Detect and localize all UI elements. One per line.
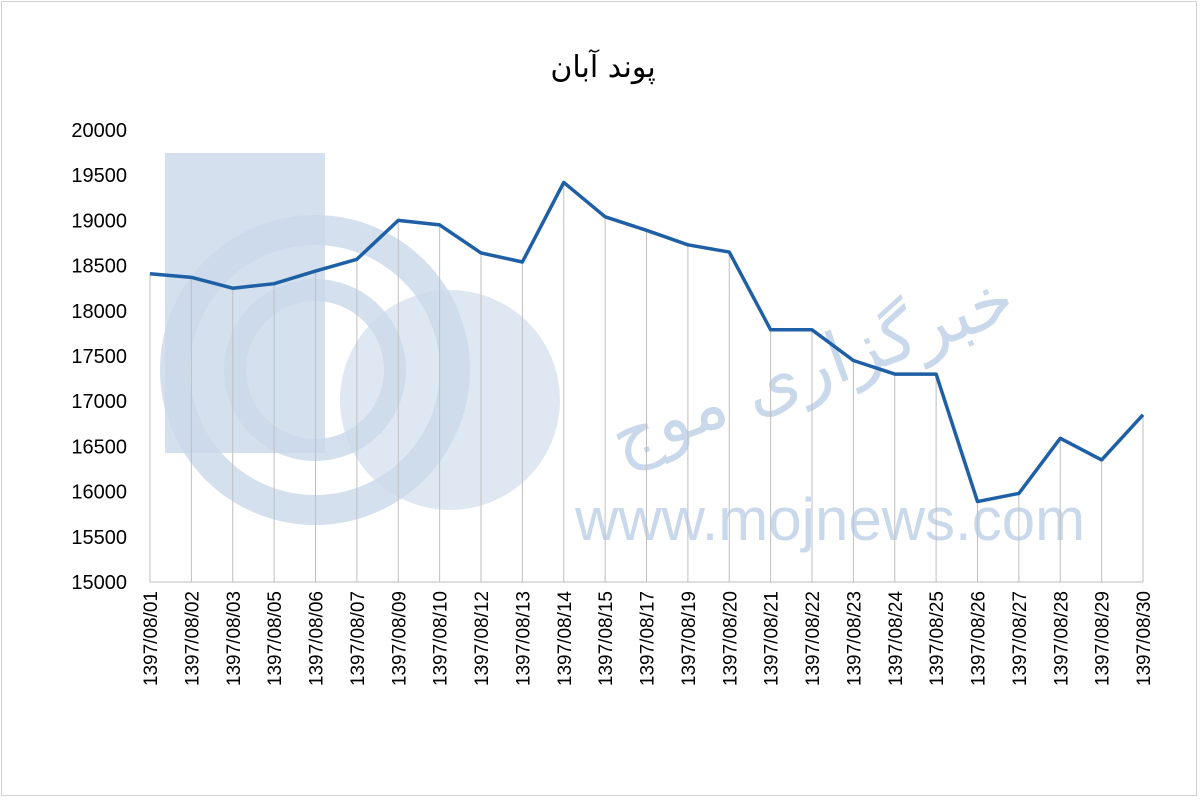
x-tick-label: 1397/08/21 [762,591,783,686]
y-tick-label: 17500 [71,346,127,368]
watermark-logo-shape [340,290,560,510]
y-tick-label: 16500 [71,436,127,458]
x-tick-label: 1397/08/27 [1010,591,1031,686]
x-tick-label: 1397/08/22 [803,591,824,686]
y-tick-label: 19000 [71,210,127,232]
x-tick-label: 1397/08/05 [265,591,286,686]
x-tick-label: 1397/08/29 [1093,591,1114,686]
x-tick-label: 1397/08/26 [969,591,990,686]
x-tick-label: 1397/08/19 [679,591,700,686]
x-tick-label: 1397/08/23 [844,591,865,686]
series [149,180,1145,504]
x-tick-label: 1397/08/06 [307,591,328,686]
x-tick-label: 1397/08/30 [1134,591,1155,686]
y-tick-label: 17000 [71,391,127,413]
x-tick-label: 1397/08/10 [431,591,452,686]
y-tick-label: 15000 [71,572,127,594]
x-tick-label: 1397/08/14 [555,591,576,687]
y-tick-label: 19500 [71,165,127,187]
x-tick-label: 1397/08/12 [472,591,493,686]
y-tick-label: 20000 [71,120,127,142]
x-tick-label: 1397/08/15 [596,591,617,686]
x-tick-label: 1397/08/07 [348,591,369,686]
x-tick-label: 1397/08/17 [638,591,659,686]
y-tick-label: 18500 [71,256,127,278]
y-tick-label: 16000 [71,482,127,504]
x-tick-label: 1397/08/28 [1051,591,1072,686]
x-tick-label: 1397/08/02 [182,591,203,686]
y-tick-label: 15500 [71,527,127,549]
x-tick-label: 1397/08/25 [927,591,948,686]
x-tick-label: 1397/08/01 [141,591,162,686]
x-tick-label: 1397/08/09 [389,591,410,686]
x-tick-label: 1397/08/13 [513,591,534,686]
x-tick-label: 1397/08/20 [720,591,741,686]
chart-title: پوند آبان [550,49,655,85]
gridlines [149,182,1144,583]
x-tick-label: 1397/08/24 [886,591,907,687]
y-axis-ticks: 15000 15500 16000 16500 17000 17500 18000 18500… [71,120,127,594]
x-tick-label: 1397/08/03 [224,591,245,686]
y-tick-label: 18000 [71,301,127,323]
x-axis-ticks: 1397/08/01 1397/08/02 1397/08/03 1397/08/05… [141,591,1155,687]
